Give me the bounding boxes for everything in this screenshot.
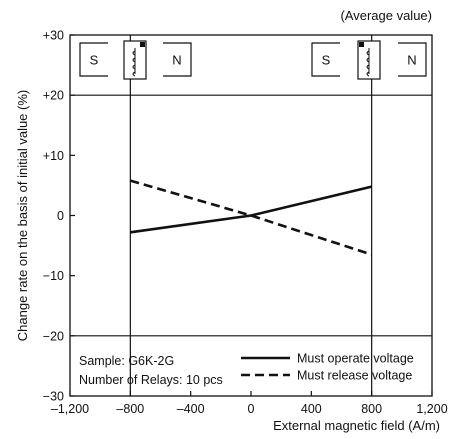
legend-label: Must release voltage (297, 369, 412, 383)
y-tick-label: +30 (43, 29, 64, 43)
series-line-must-release (129, 179, 373, 256)
relay-coil-turn (366, 64, 370, 70)
chart-subtitle: (Average value) (340, 8, 432, 23)
legend: Must operate voltage Must release voltage (241, 352, 414, 383)
y-tick-label: +10 (43, 149, 64, 163)
y-tick-label: 0 (57, 209, 64, 223)
relay-icon-right (357, 40, 381, 80)
x-tick-label: 1,200 (416, 402, 447, 416)
y-tick-label: −30 (43, 390, 64, 404)
magnet-s-right: S (311, 42, 340, 77)
x-tick-label: 400 (301, 402, 322, 416)
x-tick-label: –1,200 (51, 402, 89, 416)
magnet-outline (398, 42, 427, 77)
legend-label: Must operate voltage (297, 352, 414, 366)
relay-coil-turn (366, 50, 370, 56)
relay-marker (140, 42, 145, 47)
magnet-pole-label: N (407, 53, 416, 68)
x-axis-label: External magnetic field (A/m) (273, 418, 440, 433)
relay-coil-turn (366, 71, 370, 77)
magnet-pole-label: N (172, 53, 181, 68)
y-tick-label: −10 (43, 269, 64, 283)
x-tick-label: 800 (361, 402, 382, 416)
magnet-outline (79, 42, 108, 77)
sample-annotation: Sample: G6K-2G (79, 354, 174, 368)
y-tick-label: +20 (43, 89, 64, 103)
relay-coil-turn (132, 57, 136, 63)
relays-annotation: Number of Relays: 10 pcs (79, 373, 223, 387)
magnet-pole-label: S (90, 53, 99, 68)
grid-lines (70, 35, 432, 396)
y-axis-label: Change rate on the basis of initial valu… (15, 90, 30, 341)
relay-coil-turn (132, 50, 136, 56)
relay-coil-turn (132, 64, 136, 70)
plot-frame (69, 34, 433, 397)
x-tick-label: –800 (116, 402, 144, 416)
relay-marker (359, 42, 364, 47)
magnet-pole-label: S (322, 53, 331, 68)
magnet-s-left: S (79, 42, 108, 77)
x-tick-label: –400 (177, 402, 205, 416)
relay-coil-turn (132, 71, 136, 77)
axis-ticks: –1,200 –800 –400 0 400 800 1,200 −30 −20 −10 0 +10 +… (43, 29, 448, 417)
series-lines (129, 179, 373, 256)
magnet-n-left: N (163, 42, 192, 77)
magnet-n-right: N (398, 42, 427, 77)
magnet-outline (311, 42, 340, 77)
x-tick-label: 0 (248, 402, 255, 416)
magnet-outline (163, 42, 192, 77)
series-line-must-operate (130, 185, 373, 234)
relay-coil-turn (366, 57, 370, 63)
relay-icon-left (123, 40, 147, 80)
y-tick-label: −20 (43, 329, 64, 343)
